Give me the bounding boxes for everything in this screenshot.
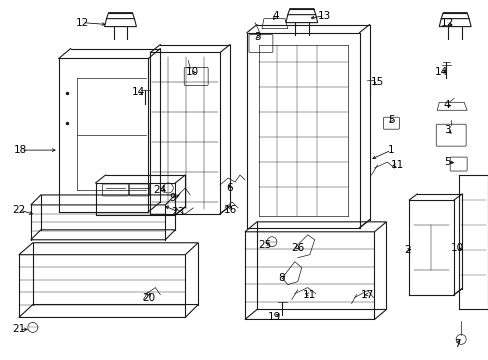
Text: 14: 14	[132, 87, 145, 97]
Text: 10: 10	[185, 67, 198, 77]
Text: 18: 18	[14, 145, 27, 155]
Text: 11: 11	[303, 289, 316, 300]
Text: 13: 13	[317, 11, 331, 21]
Text: 9: 9	[169, 193, 175, 203]
Text: 7: 7	[453, 339, 460, 349]
Text: 20: 20	[142, 293, 155, 302]
Text: 11: 11	[390, 160, 403, 170]
Text: 15: 15	[370, 77, 384, 87]
Text: 4: 4	[443, 100, 449, 110]
Text: 10: 10	[450, 243, 463, 253]
Text: 26: 26	[290, 243, 304, 253]
Text: 12: 12	[76, 18, 89, 28]
Text: 25: 25	[258, 240, 271, 250]
Text: 12: 12	[440, 18, 453, 28]
Text: 3: 3	[254, 32, 261, 41]
Text: 5: 5	[443, 157, 449, 167]
Text: 23: 23	[171, 207, 184, 217]
Text: 5: 5	[387, 115, 394, 125]
Text: 8: 8	[278, 273, 285, 283]
Text: 17: 17	[360, 289, 373, 300]
Text: 3: 3	[443, 125, 449, 135]
Text: 4: 4	[272, 11, 279, 21]
Text: 6: 6	[226, 183, 233, 193]
Text: 21: 21	[12, 324, 25, 334]
Text: 2: 2	[403, 245, 410, 255]
Text: 16: 16	[223, 205, 236, 215]
Text: 19: 19	[268, 312, 281, 323]
Text: 22: 22	[12, 205, 25, 215]
Text: 14: 14	[434, 67, 447, 77]
Text: 24: 24	[153, 185, 166, 195]
Text: 1: 1	[387, 145, 394, 155]
